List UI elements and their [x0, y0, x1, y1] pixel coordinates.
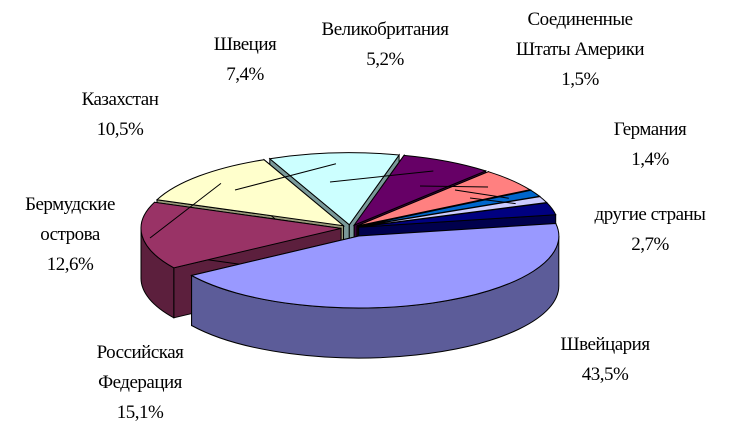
slice	[140, 201, 342, 269]
slice-label: Великобритания 5,2%	[310, 15, 460, 75]
category-label: Соединенные Штаты Америки	[515, 9, 645, 60]
leader-line	[454, 189, 509, 199]
slice	[356, 171, 532, 227]
slice	[190, 222, 560, 309]
value-label: 2,7%	[631, 234, 669, 255]
slice	[155, 159, 346, 227]
value-label: 15,1%	[116, 402, 164, 423]
value-label: 43,5%	[581, 364, 629, 385]
leader-line	[149, 182, 222, 239]
slice-label: Российская Федерация 15,1%	[65, 338, 215, 428]
slice	[358, 202, 557, 228]
value-label: 5,2%	[366, 49, 404, 70]
leader-line	[469, 197, 516, 205]
slice-label: Швейцария 43,5%	[530, 330, 680, 390]
slice	[352, 154, 488, 227]
slice-label: Германия 1,4%	[575, 115, 725, 175]
category-label: Бермудские острова	[25, 194, 115, 245]
category-label: Великобритания	[321, 19, 449, 40]
category-label: Швеция	[213, 34, 277, 55]
slice-label: Бермудские острова 12,6%	[0, 190, 145, 280]
value-label: 1,4%	[631, 149, 669, 170]
slice-label: Соединенные Штаты Америки 1,5%	[505, 5, 655, 95]
leader-line	[419, 185, 489, 188]
slice-label: Казахстан 10,5%	[45, 85, 195, 145]
category-label: Российская Федерация	[96, 342, 184, 393]
category-label: другие страны	[594, 204, 706, 225]
value-label: 7,4%	[226, 64, 264, 85]
slice	[268, 152, 401, 226]
slice-label: другие страны 2,7%	[575, 200, 725, 260]
category-label: Казахстан	[81, 89, 159, 110]
value-label: 1,5%	[561, 69, 599, 90]
value-label: 10,5%	[96, 119, 144, 140]
category-label: Германия	[613, 119, 687, 140]
leader-line	[234, 163, 337, 191]
category-label: Швейцария	[560, 334, 650, 355]
value-label: 12,6%	[46, 254, 94, 275]
leader-line	[329, 170, 434, 183]
slice-label: Швеция 7,4%	[170, 30, 320, 90]
